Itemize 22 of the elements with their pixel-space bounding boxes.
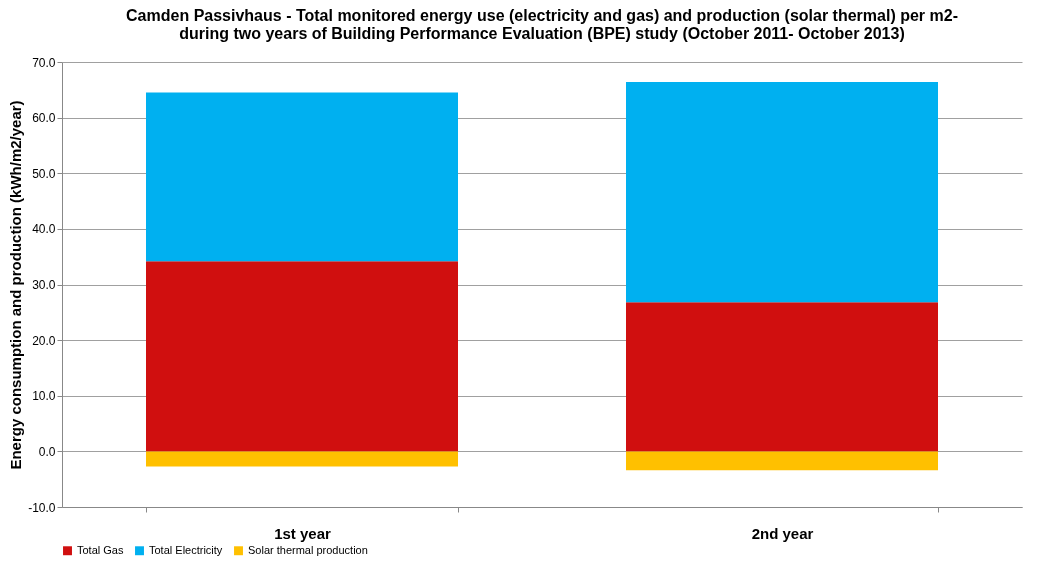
y-tick-label: 60.0 (32, 111, 56, 126)
bar (146, 261, 458, 452)
bar (146, 92, 458, 262)
chart-title: Camden Passivhaus - Total monitored energy use (electricity and gas) and production (solar thermal) per m2- during two years of Building Performance Evaluation (BPE) study (October 2011- October 2013) (126, 7, 958, 42)
y-tick-label: 30.0 (32, 278, 56, 292)
x-tick-label: 2nd year (751, 524, 814, 542)
y-tick-label: 70.0 (32, 55, 56, 70)
legend-label: Total Gas (77, 543, 124, 556)
bar (626, 302, 938, 452)
bar (146, 451, 458, 467)
legend-label: Total Electricity (149, 543, 223, 556)
y-tick-label: 50.0 (32, 166, 56, 181)
bar (626, 82, 938, 303)
legend-label: Solar thermal production (248, 543, 368, 556)
y-tick-label: 40.0 (32, 222, 56, 237)
y-tick-label: -10.0 (28, 500, 56, 515)
y-axis-title: Energy consumption and production (kWh/m2/year) (7, 100, 25, 470)
y-tick-label: 0.0 (38, 444, 56, 459)
y-tick-label: 10.0 (32, 389, 56, 404)
y-tick-label: 20.0 (32, 333, 56, 348)
x-tick-label: 1st year (274, 524, 332, 542)
bar (626, 451, 938, 471)
